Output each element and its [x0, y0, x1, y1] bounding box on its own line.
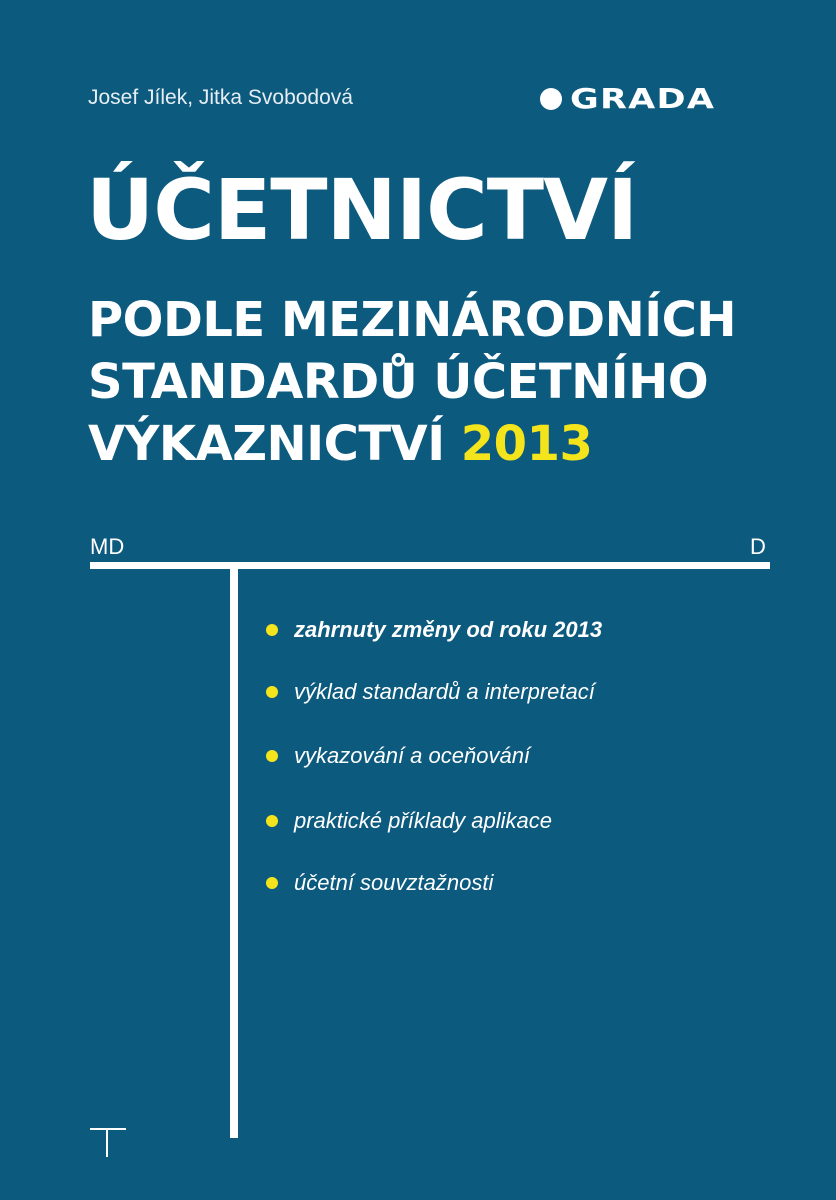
- bullet-item: účetní souvztažnosti: [266, 870, 493, 896]
- t-account-horizontal-line: [90, 562, 770, 569]
- bullet-dot-icon: [266, 877, 278, 889]
- book-title: ÚČETNICTVÍ: [86, 161, 638, 259]
- publisher-name: GRADA: [570, 82, 716, 115]
- mini-t-account-icon: [90, 1128, 126, 1157]
- subtitle-line-2: STANDARDŮ ÚČETNÍHO: [88, 354, 709, 410]
- logo-circle-icon: [540, 87, 562, 110]
- bullet-item: výklad standardů a interpretací: [266, 679, 595, 705]
- subtitle-line-3: VÝKAZNICTVÍ 2013: [88, 420, 593, 468]
- subtitle-line-1: PODLE MEZINÁRODNÍCH: [88, 292, 737, 348]
- bullet-dot-icon: [266, 624, 278, 636]
- bullet-item: vykazování a oceňování: [266, 743, 530, 769]
- t-account-vertical-line: [230, 565, 238, 1138]
- authors: Josef Jílek, Jitka Svobodová: [88, 86, 353, 109]
- bullet-item: zahrnuty změny od roku 2013: [266, 617, 602, 643]
- bullet-text: vykazování a oceňování: [294, 743, 531, 768]
- bullet-dot-icon: [266, 750, 278, 762]
- subtitle-text: VÝKAZNICTVÍ: [88, 416, 445, 472]
- bullet-text: praktické příklady aplikace: [294, 808, 553, 833]
- bullet-text: zahrnuty změny od roku 2013: [294, 617, 603, 642]
- credit-label: D: [750, 534, 766, 559]
- bullet-text: výklad standardů a interpretací: [294, 679, 595, 704]
- bullet-dot-icon: [266, 686, 278, 698]
- bullet-item: praktické příklady aplikace: [266, 808, 552, 834]
- publisher-logo: GRADA: [540, 82, 714, 115]
- debit-label: MD: [90, 534, 125, 559]
- bullet-text: účetní souvztažnosti: [294, 870, 494, 895]
- bullet-dot-icon: [266, 815, 278, 827]
- year: 2013: [460, 416, 593, 472]
